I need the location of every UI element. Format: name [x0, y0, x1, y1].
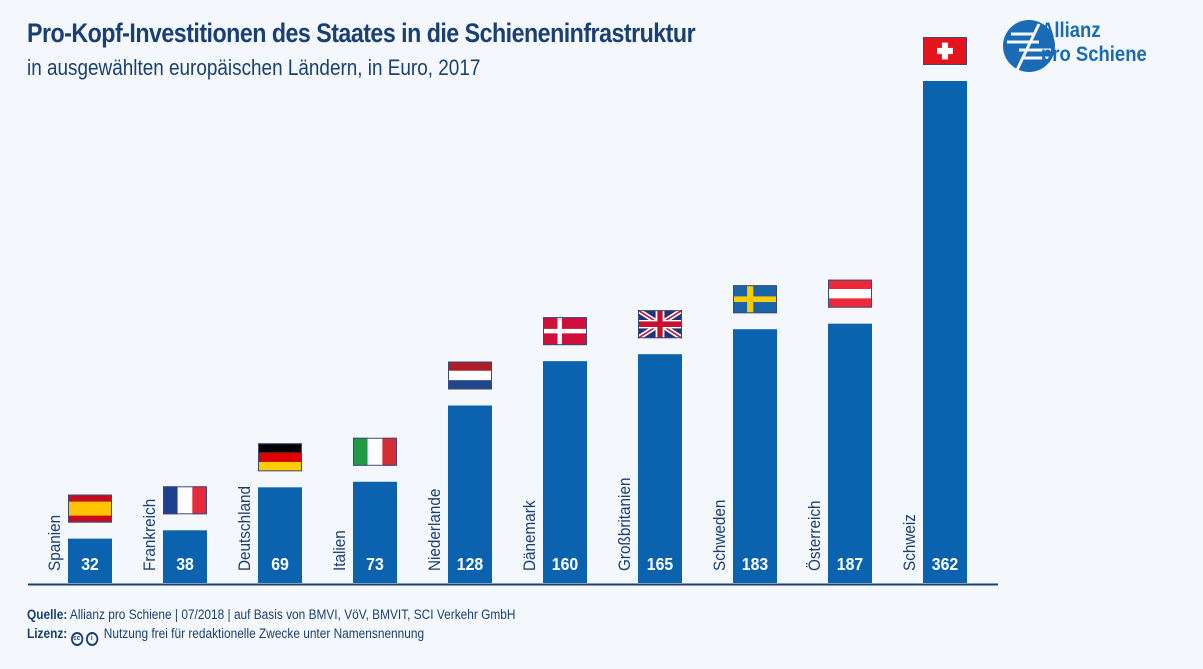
- license-text: Nutzung frei für redaktionelle Zwecke un…: [103, 626, 425, 641]
- flag-dk-icon: [543, 317, 587, 346]
- bar-group-deutschland: 69 Deutschland: [235, 443, 302, 583]
- bar: [258, 487, 302, 583]
- data-label: 362: [932, 554, 958, 574]
- allianz-pro-schiene-logo: [1003, 20, 1055, 72]
- bar: [448, 405, 492, 583]
- source-text: Allianz pro Schiene | 07/2018 | auf Basi…: [69, 607, 516, 622]
- by-attribution-icon: i: [85, 632, 98, 646]
- bar: [68, 538, 112, 583]
- data-label: 32: [81, 554, 99, 574]
- cc-icon: cc: [70, 632, 83, 646]
- bar: [163, 530, 207, 583]
- bar-group-italien: 73 Italien: [330, 437, 397, 583]
- bar-group-großbritanien: 165 Großbritanien: [615, 308, 684, 583]
- data-label: 73: [366, 554, 384, 574]
- category-label: Dänemark: [520, 500, 539, 571]
- bar: [353, 481, 397, 583]
- bar-group-dänemark: 160 Dänemark: [520, 317, 587, 583]
- chart-title: Pro-Kopf-Investitionen des Staates in di…: [27, 18, 696, 48]
- category-label: Spanien: [45, 515, 64, 571]
- bar-group-niederlande: 128 Niederlande: [425, 361, 492, 583]
- flag-gb-icon: [636, 308, 684, 341]
- logo-line-2: pro Schiene: [1041, 43, 1147, 66]
- logo-line-1: Allianz: [1041, 19, 1101, 42]
- source-line: Quelle: Allianz pro Schiene | 07/2018 | …: [27, 607, 515, 622]
- license-line: Lizenz: cc i Nutzung frei für redaktionel…: [27, 626, 424, 646]
- chart-subtitle: in ausgewählten europäischen Ländern, in…: [27, 55, 481, 80]
- data-label: 69: [271, 554, 289, 574]
- bar: [828, 323, 872, 583]
- category-label: Niederlande: [425, 489, 444, 571]
- bar-group-schweiz: 362 Schweiz: [900, 37, 967, 583]
- category-label: Schweden: [710, 500, 729, 571]
- bar: [543, 361, 587, 583]
- data-label: 183: [742, 554, 768, 574]
- data-label: 160: [552, 554, 578, 574]
- bar: [638, 354, 682, 583]
- flag-se-icon: [733, 285, 777, 314]
- source-label: Quelle:: [27, 607, 68, 622]
- logo-text: Allianz pro Schiene: [1041, 19, 1147, 67]
- bar: [923, 81, 967, 583]
- category-label: Deutschland: [235, 486, 254, 571]
- category-label: Italien: [330, 530, 349, 571]
- data-label: 128: [457, 554, 483, 574]
- flag-ch-icon: [923, 37, 967, 65]
- category-label: Österreich: [805, 500, 824, 571]
- bar-group-österreich: 187 Österreich: [805, 279, 872, 583]
- data-label: 187: [837, 554, 863, 574]
- category-label: Schweiz: [900, 514, 919, 571]
- flag-es-icon: [68, 494, 112, 523]
- category-label: Großbritanien: [615, 478, 634, 571]
- flag-it-icon: [353, 437, 397, 466]
- bar: [733, 329, 777, 583]
- flag-fr-icon: [163, 486, 207, 515]
- data-label: 38: [176, 554, 194, 574]
- flag-at-icon: [828, 279, 872, 308]
- bar-group-schweden: 183 Schweden: [710, 285, 777, 583]
- data-label: 165: [647, 554, 673, 574]
- license-label: Lizenz:: [27, 626, 68, 641]
- category-label: Frankreich: [140, 499, 159, 571]
- logo-icon: [1003, 20, 1055, 72]
- bar-group-frankreich: 38 Frankreich: [140, 486, 207, 583]
- flag-de-icon: [258, 443, 302, 472]
- flag-nl-icon: [448, 361, 492, 390]
- bar-group-spanien: 32 Spanien: [45, 494, 112, 583]
